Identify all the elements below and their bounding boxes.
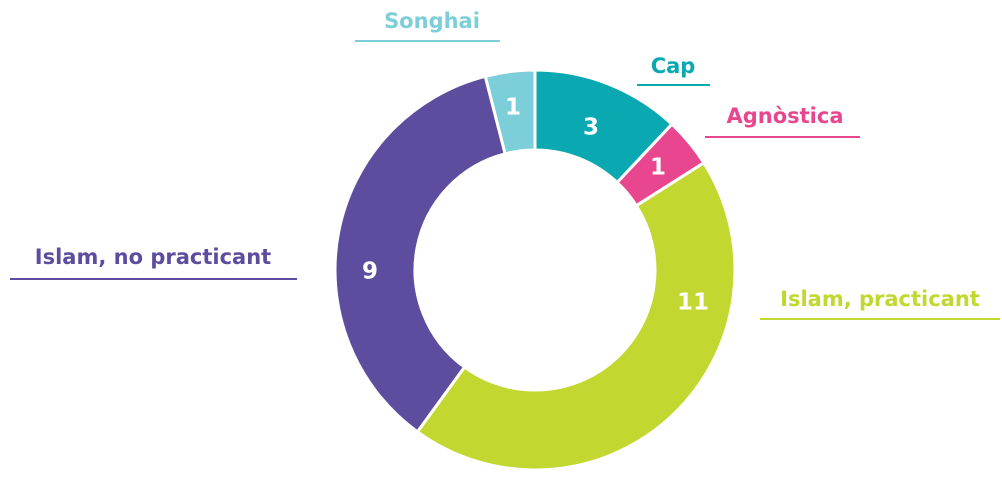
value-label: 1 (650, 155, 666, 181)
category-label: Cap (651, 54, 696, 78)
category-label: Islam, no practicant (35, 245, 271, 269)
category-label: Songhai (384, 9, 480, 33)
value-label: 11 (677, 290, 709, 316)
value-label: 1 (505, 95, 521, 121)
donut-slice (483, 68, 537, 156)
value-label: 3 (583, 115, 599, 141)
category-label: Islam, practicant (780, 287, 980, 311)
donut-slice (415, 160, 737, 472)
category-label: Agnòstica (726, 104, 843, 128)
value-label: 9 (362, 259, 378, 285)
donut-slice (333, 74, 507, 434)
